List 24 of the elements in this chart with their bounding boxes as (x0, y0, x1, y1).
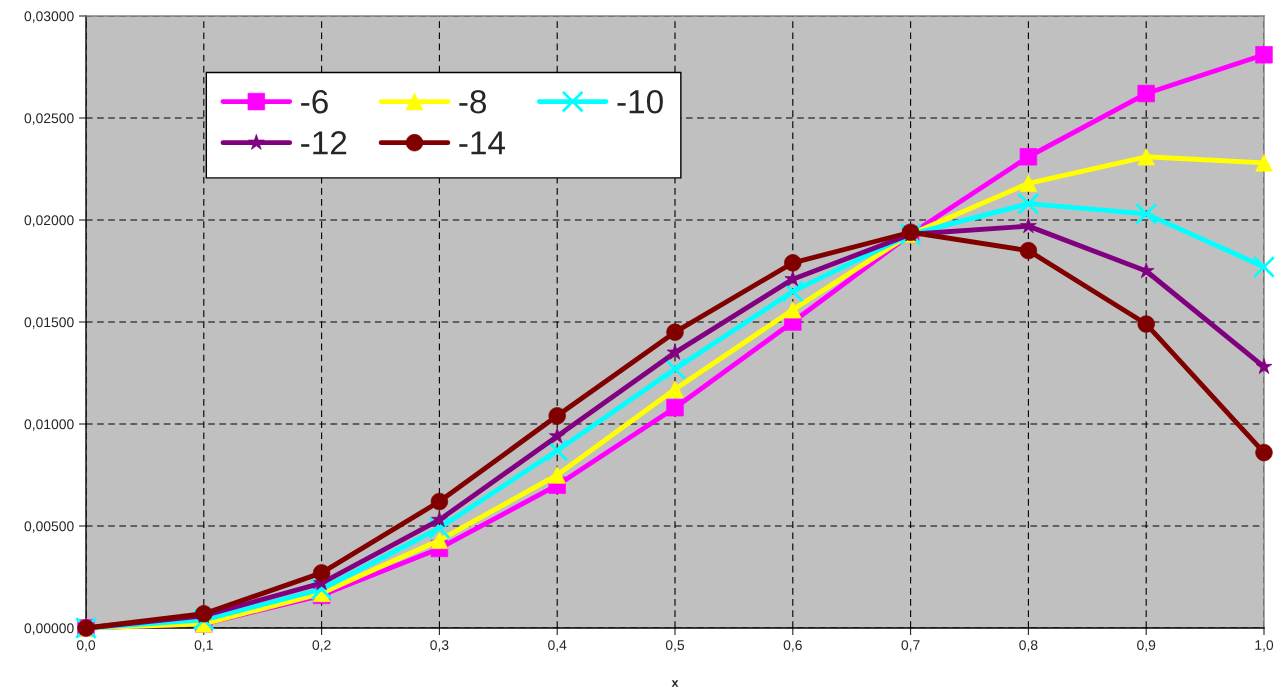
x-axis-title: x (671, 680, 679, 687)
x-tick-label: 0,9 (1137, 640, 1156, 652)
x-tick-label: 0,5 (665, 640, 685, 652)
legend-label: -8 (459, 89, 487, 114)
x-tick-label: 0,8 (1019, 640, 1038, 652)
y-tick-label: 0,02000 (24, 215, 74, 227)
x-tick-label: 0,1 (194, 640, 213, 652)
y-tick-label: 0,01500 (24, 317, 74, 329)
x-tick-label: 0,3 (430, 640, 449, 652)
x-tick-label: 0,6 (783, 640, 802, 652)
y-tick-label: 0,01000 (24, 419, 74, 431)
y-tick-label: 0,02500 (24, 113, 74, 125)
legend-label: -10 (617, 89, 663, 114)
x-tick-label: 0,2 (312, 640, 331, 652)
y-tick-label: 0,00000 (24, 623, 74, 635)
legend-label: -12 (301, 131, 347, 155)
y-tick-label: 0,00500 (24, 521, 74, 533)
legend-label: -6 (301, 89, 328, 114)
y-tick-label: 0,03000 (24, 11, 74, 23)
x-tick-label: 1,0 (1255, 640, 1274, 652)
x-tick-label: 0,7 (901, 640, 920, 652)
x-tick-label: 0,4 (548, 640, 567, 652)
legend-label: -14 (459, 131, 506, 155)
x-tick-label: 0,0 (76, 640, 96, 652)
